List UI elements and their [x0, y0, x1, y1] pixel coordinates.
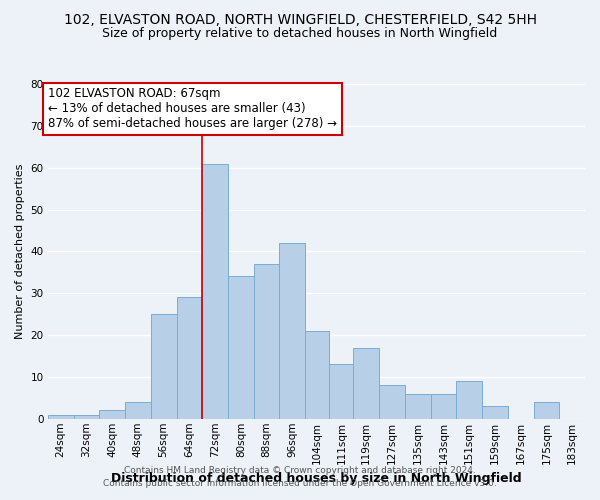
- Bar: [533, 402, 559, 419]
- Bar: [329, 364, 353, 419]
- X-axis label: Distribution of detached houses by size in North Wingfield: Distribution of detached houses by size …: [111, 472, 522, 485]
- Bar: [280, 243, 305, 419]
- Bar: [100, 410, 125, 419]
- Bar: [74, 414, 100, 419]
- Text: Contains HM Land Registry data © Crown copyright and database right 2024.
Contai: Contains HM Land Registry data © Crown c…: [103, 466, 497, 487]
- Bar: [431, 394, 457, 419]
- Bar: [254, 264, 280, 419]
- Bar: [48, 414, 74, 419]
- Bar: [228, 276, 254, 419]
- Bar: [379, 386, 405, 419]
- Bar: [151, 314, 176, 419]
- Bar: [202, 164, 228, 419]
- Text: Size of property relative to detached houses in North Wingfield: Size of property relative to detached ho…: [103, 28, 497, 40]
- Bar: [125, 402, 151, 419]
- Bar: [482, 406, 508, 419]
- Text: 102 ELVASTON ROAD: 67sqm
← 13% of detached houses are smaller (43)
87% of semi-d: 102 ELVASTON ROAD: 67sqm ← 13% of detach…: [48, 88, 337, 130]
- Y-axis label: Number of detached properties: Number of detached properties: [15, 164, 25, 339]
- Bar: [457, 381, 482, 419]
- Bar: [305, 331, 329, 419]
- Text: 102, ELVASTON ROAD, NORTH WINGFIELD, CHESTERFIELD, S42 5HH: 102, ELVASTON ROAD, NORTH WINGFIELD, CHE…: [64, 12, 536, 26]
- Bar: [405, 394, 431, 419]
- Bar: [176, 298, 202, 419]
- Bar: [353, 348, 379, 419]
